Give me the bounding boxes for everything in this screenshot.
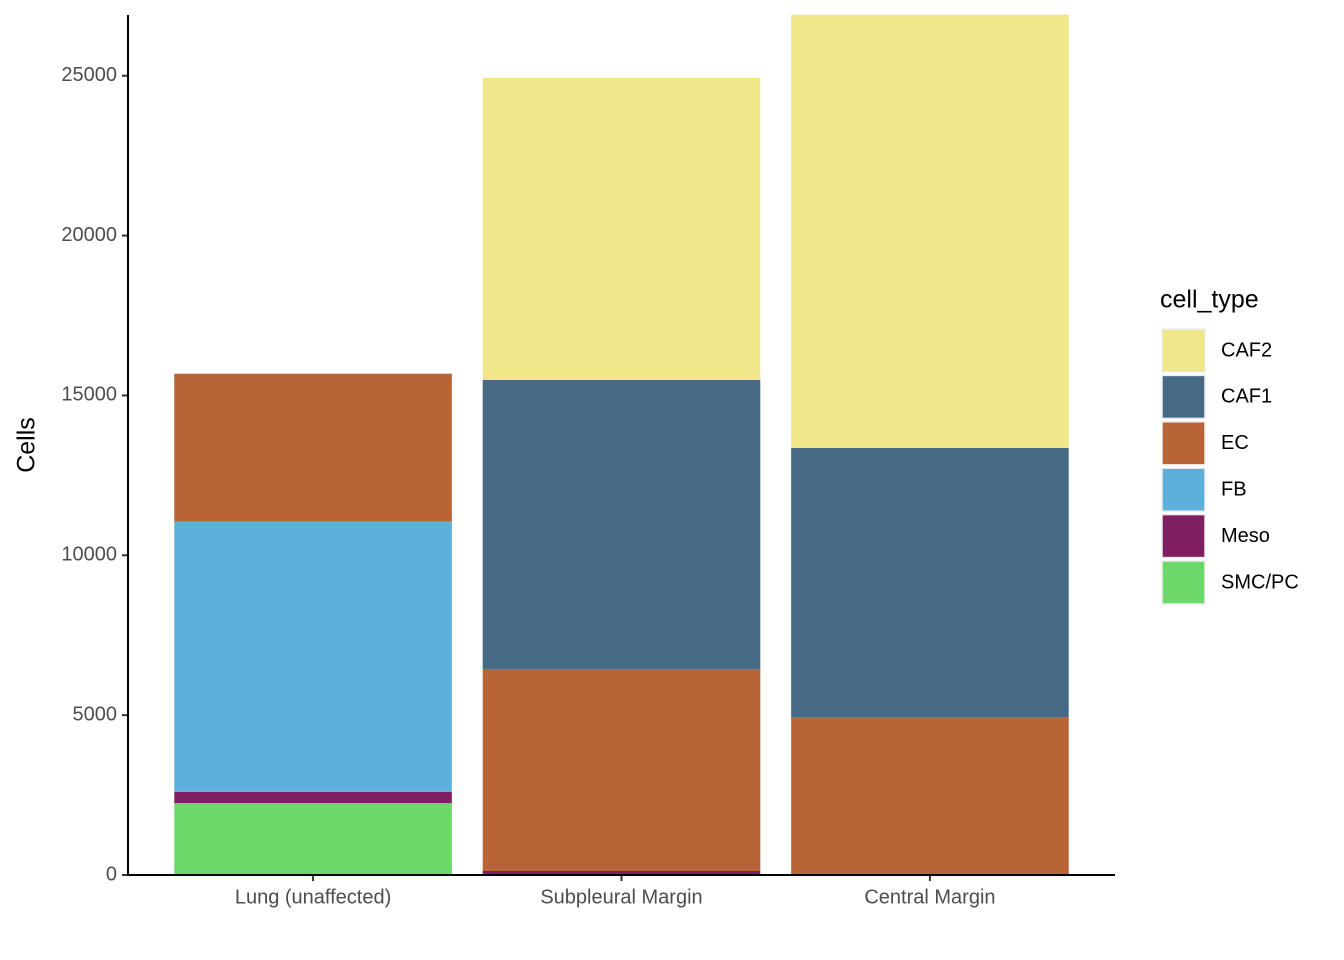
y-tick-label: 5000 <box>73 703 118 725</box>
legend-title: cell_type <box>1160 286 1259 314</box>
bar-segment <box>482 668 761 872</box>
legend-label: CAF1 <box>1221 386 1272 408</box>
bar-segment <box>174 803 452 875</box>
y-tick-label: 10000 <box>61 544 117 566</box>
x-tick-label: Subpleural Margin <box>540 886 702 908</box>
legend-label: EC <box>1221 432 1249 454</box>
legend-label: Meso <box>1221 525 1270 547</box>
legend-label: SMC/PC <box>1221 571 1299 593</box>
bar-segment <box>482 77 761 380</box>
bar-segment <box>791 717 1069 875</box>
bar-segment <box>482 379 761 669</box>
legend-label: CAF2 <box>1221 339 1272 361</box>
legend-key <box>1161 467 1206 512</box>
y-tick-label: 25000 <box>61 64 117 86</box>
legend-key <box>1161 513 1206 559</box>
bar-segment <box>174 521 452 792</box>
bar-segment <box>174 791 452 804</box>
y-tick-label: 20000 <box>61 224 117 246</box>
y-axis-title: Cells <box>13 417 41 473</box>
bar-segment <box>791 447 1069 718</box>
legend-key <box>1161 560 1206 605</box>
x-tick-label: Central Margin <box>864 886 995 908</box>
legend-key <box>1161 374 1206 420</box>
bar-segment <box>482 871 761 875</box>
legend-label: FB <box>1221 478 1247 500</box>
bar-segment <box>791 14 1069 448</box>
legend-key <box>1161 421 1206 466</box>
y-tick-label: 15000 <box>61 384 117 406</box>
y-tick-label: 0 <box>106 863 117 885</box>
legend-key <box>1161 328 1206 373</box>
x-tick-label: Lung (unaffected) <box>235 886 391 908</box>
bar-segment <box>174 373 452 522</box>
